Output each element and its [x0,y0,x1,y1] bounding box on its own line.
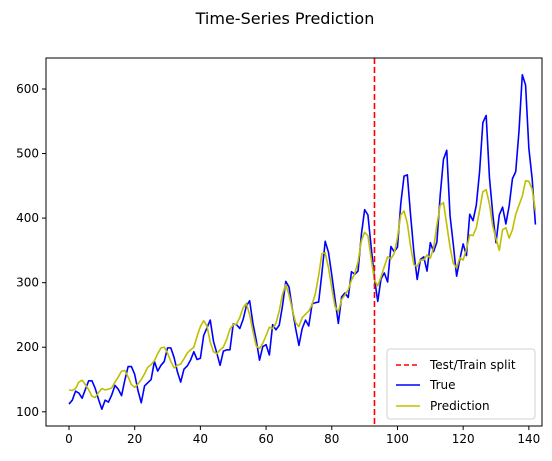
x-tick-label-80: 80 [324,432,339,446]
x-axis: 0 20 40 60 80 100 120 140 [65,426,540,446]
chart-title: Time-Series Prediction [195,9,375,28]
series-line-true [68,73,537,411]
legend-true-label: True [429,378,456,392]
legend: Test/Train split True Prediction [386,348,536,420]
x-tick-label-60: 60 [258,432,273,446]
legend-box [386,348,536,420]
x-tick-label-100: 100 [386,432,409,446]
series-layer [68,73,537,411]
x-tick-label-20: 20 [127,432,142,446]
legend-split-label: Test/Train split [429,358,516,372]
y-tick-label-200: 200 [16,340,39,354]
y-tick-label-600: 600 [16,82,39,96]
x-tick-label-0: 0 [65,432,73,446]
y-tick-label-400: 400 [16,211,39,225]
series-line-prediction [68,179,537,399]
x-tick-label-140: 140 [517,432,540,446]
y-tick-label-500: 500 [16,147,39,161]
y-tick-label-300: 300 [16,276,39,290]
y-axis: 100 200 300 400 500 600 [16,82,46,419]
y-tick-label-100: 100 [16,405,39,419]
x-tick-label-40: 40 [193,432,208,446]
x-tick-label-120: 120 [452,432,475,446]
legend-prediction-label: Prediction [430,399,490,413]
plot-frame [45,57,543,427]
